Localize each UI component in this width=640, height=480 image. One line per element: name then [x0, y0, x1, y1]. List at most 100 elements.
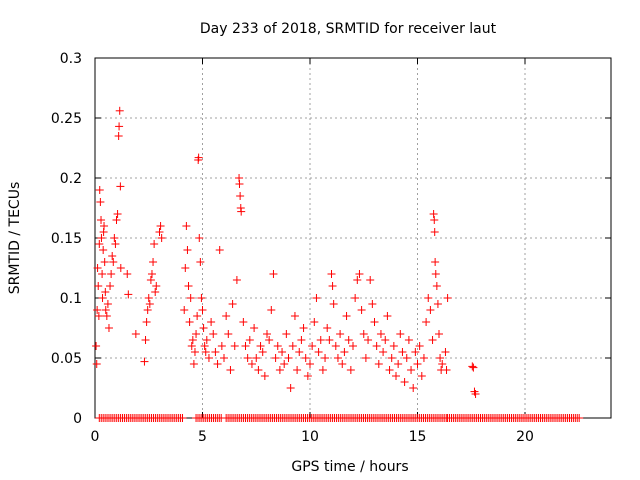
data-point [364, 336, 373, 344]
data-point [245, 336, 254, 344]
data-point [278, 348, 287, 356]
data-point [433, 300, 442, 308]
data-point [101, 288, 110, 296]
data-point [99, 246, 108, 254]
data-point [113, 210, 122, 218]
data-point [222, 312, 231, 320]
data-point [181, 264, 190, 272]
data-point [469, 363, 478, 372]
data-point [299, 324, 308, 332]
data-point [254, 366, 263, 374]
data-point [93, 306, 102, 314]
data-point [200, 342, 209, 350]
data-point [110, 234, 119, 242]
x-tick-label: 15 [409, 429, 427, 445]
data-point [429, 210, 438, 218]
chart-title: Day 233 of 2018, SRMTID for receiver lau… [200, 21, 497, 37]
data-point [471, 390, 480, 398]
data-point [109, 258, 118, 266]
data-point [306, 360, 314, 368]
data-point [361, 354, 370, 362]
data-point [124, 290, 133, 299]
data-point [131, 330, 140, 338]
data-point [220, 354, 228, 362]
data-point [430, 216, 439, 224]
data-point [152, 282, 161, 290]
data-point [92, 342, 101, 350]
data-point [432, 282, 441, 290]
data-point [103, 300, 112, 308]
data-point [387, 354, 396, 362]
data-point [193, 312, 202, 320]
data-point [123, 270, 132, 278]
data-point [141, 336, 150, 344]
data-point [435, 330, 443, 338]
data-point [226, 366, 235, 374]
data-point [308, 342, 317, 350]
data-point [241, 342, 250, 350]
y-axis: 0 0.05 0.1 0.15 0.2 0.25 0.3 [51, 51, 611, 427]
data-point [312, 294, 321, 302]
data-point [267, 306, 276, 314]
data-point [182, 222, 191, 230]
data-point [297, 336, 306, 344]
data-point [290, 312, 299, 320]
data-point [92, 360, 101, 368]
data-point [115, 122, 124, 131]
data-point [284, 354, 293, 362]
data-point [97, 234, 106, 242]
data-point [273, 342, 282, 350]
data-point [94, 312, 103, 320]
data-point [250, 324, 259, 332]
data-point [407, 366, 416, 374]
data-point [189, 360, 198, 368]
data-point [351, 294, 360, 302]
data-point [417, 372, 426, 380]
data-point [275, 366, 284, 374]
data-point [260, 372, 269, 380]
data-point [149, 258, 158, 266]
data-point [321, 354, 330, 362]
data-points [92, 106, 584, 422]
data-point [186, 294, 195, 302]
data-point [98, 270, 107, 278]
x-axis-label: GPS time / hours [291, 459, 408, 475]
data-point [392, 372, 400, 380]
data-point [111, 240, 120, 248]
y-tick-label: 0.2 [60, 171, 82, 187]
y-tick-label: 0.15 [51, 231, 82, 247]
data-point [190, 348, 199, 356]
data-point [204, 354, 213, 362]
data-point [144, 294, 153, 302]
y-tick-label: 0.05 [51, 351, 82, 367]
data-point [376, 330, 385, 338]
data-point [303, 372, 312, 380]
data-point [112, 216, 121, 224]
data-point [575, 414, 584, 422]
x-tick-label: 20 [516, 429, 534, 445]
data-point [293, 366, 302, 374]
data-point [336, 330, 345, 338]
data-point [409, 384, 418, 392]
data-point [441, 348, 450, 356]
data-point [422, 318, 431, 326]
data-point [256, 342, 265, 350]
data-point [295, 348, 304, 356]
data-point [368, 300, 377, 308]
data-point [185, 318, 194, 326]
x-axis: 0 5 10 15 20 [91, 58, 534, 445]
data-point [183, 246, 192, 254]
data-point [239, 318, 248, 326]
data-point [211, 348, 220, 356]
data-point [431, 258, 440, 266]
data-point [258, 348, 267, 356]
data-point [329, 300, 338, 308]
data-point [178, 414, 187, 422]
data-point [142, 318, 151, 326]
data-point [202, 336, 211, 344]
data-point [430, 228, 439, 236]
data-point [101, 306, 110, 314]
data-point [140, 357, 149, 366]
data-point [107, 270, 116, 278]
data-point [247, 360, 256, 368]
